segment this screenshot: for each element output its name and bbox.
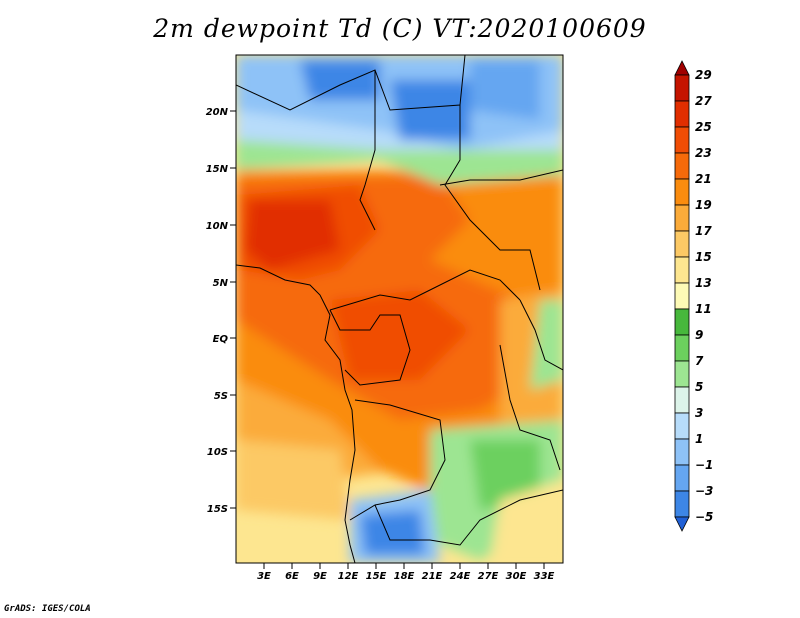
colorbar-label: 25	[695, 120, 712, 134]
colorbar-swatch	[674, 230, 690, 258]
colorbar-label: −1	[695, 458, 713, 472]
colorbar-label: 7	[695, 354, 704, 368]
lat-tick: 5N	[213, 278, 236, 289]
colorbar-label: 5	[695, 380, 703, 394]
colorbar-label: 11	[695, 302, 712, 316]
grads-credit: GrADS: IGES/COLA	[4, 604, 91, 614]
lat-tick-label: 10S	[207, 447, 228, 458]
lon-tick-label: 33E	[534, 571, 555, 582]
lat-tick: 5S	[214, 391, 236, 402]
lat-tick-label: 10N	[206, 221, 229, 232]
lon-tick-label: 21E	[422, 571, 443, 582]
lon-tick: 18E	[394, 563, 415, 582]
colorbar-label: 23	[695, 146, 712, 160]
lon-tick: 12E	[338, 563, 359, 582]
lon-tick-label: 15E	[366, 571, 387, 582]
lon-tick-label: 3E	[257, 571, 271, 582]
colorbar-swatch	[674, 152, 690, 180]
colorbar-label: −5	[695, 510, 713, 524]
colorbar: 29 27 25 23 21 19 17 15 13 11 9 7 5 3 1 −1 −3 −5	[674, 60, 713, 532]
lon-tick-label: 27E	[478, 571, 499, 582]
lon-tick: 6E	[285, 563, 299, 582]
colorbar-label: 9	[695, 328, 703, 342]
lat-tick-label: 15S	[207, 504, 228, 515]
colorbar-label: 19	[695, 198, 712, 212]
colorbar-swatch	[674, 438, 690, 466]
colorbar-label: 3	[695, 406, 703, 420]
lat-tick: 10N	[206, 221, 236, 232]
colorbar-label: 21	[695, 172, 712, 186]
colorbar-bottom-arrow	[674, 516, 690, 532]
lon-tick: 9E	[313, 563, 327, 582]
lat-axis: 20N 15N 10N 5N EQ 5S 10S 15S	[206, 107, 236, 515]
lon-tick: 21E	[422, 563, 443, 582]
colorbar-swatch	[674, 360, 690, 388]
lon-tick: 15E	[366, 563, 387, 582]
lat-tick-label: 5S	[214, 391, 228, 402]
colorbar-swatch	[674, 412, 690, 440]
lon-tick-label: 30E	[506, 571, 527, 582]
lat-tick-label: 15N	[206, 164, 229, 175]
colorbar-swatch	[674, 178, 690, 206]
lat-tick-label: 5N	[213, 278, 229, 289]
colorbar-swatch	[674, 100, 690, 128]
colorbar-label: 29	[695, 68, 712, 82]
colorbar-label: 13	[695, 276, 712, 290]
lat-tick: 10S	[207, 447, 236, 458]
lon-axis: 3E 6E 9E 12E 15E 18E 21E 24E 27E 30E 33E	[257, 563, 555, 582]
chart-title: 2m dewpoint Td (C) VT:2020100609	[153, 14, 647, 43]
colorbar-swatch	[674, 464, 690, 492]
colorbar-label: −3	[695, 484, 713, 498]
lat-tick-label: 20N	[206, 107, 229, 118]
lon-tick-label: 6E	[285, 571, 299, 582]
map-frame	[235, 54, 564, 564]
lat-tick: 20N	[206, 107, 236, 118]
colorbar-swatch	[674, 308, 690, 336]
colorbar-swatch	[674, 204, 690, 232]
dewpoint-field	[236, 55, 563, 563]
lat-tick: EQ	[213, 334, 236, 345]
lon-tick: 27E	[478, 563, 499, 582]
colorbar-top-arrow	[674, 60, 690, 76]
lon-tick: 30E	[506, 563, 527, 582]
colorbar-swatch	[674, 490, 690, 518]
colorbar-swatch	[674, 74, 690, 102]
country-borders	[236, 55, 563, 563]
lon-tick: 33E	[534, 563, 555, 582]
colorbar-label: 15	[695, 250, 712, 264]
lon-tick-label: 18E	[394, 571, 415, 582]
lat-tick-label: EQ	[213, 334, 229, 345]
lat-tick: 15S	[207, 504, 236, 515]
lon-tick-label: 24E	[450, 571, 471, 582]
colorbar-swatch	[674, 334, 690, 362]
lon-tick: 24E	[450, 563, 471, 582]
lon-tick-label: 9E	[313, 571, 327, 582]
colorbar-label: 27	[695, 94, 712, 108]
lon-tick-label: 12E	[338, 571, 359, 582]
lon-tick: 3E	[257, 563, 271, 582]
colorbar-swatch	[674, 282, 690, 310]
colorbar-swatch	[674, 386, 690, 414]
colorbar-swatch	[674, 126, 690, 154]
colorbar-label: 17	[695, 224, 712, 238]
colorbar-label: 1	[695, 432, 703, 446]
colorbar-swatch	[674, 256, 690, 284]
lat-tick: 15N	[206, 164, 236, 175]
